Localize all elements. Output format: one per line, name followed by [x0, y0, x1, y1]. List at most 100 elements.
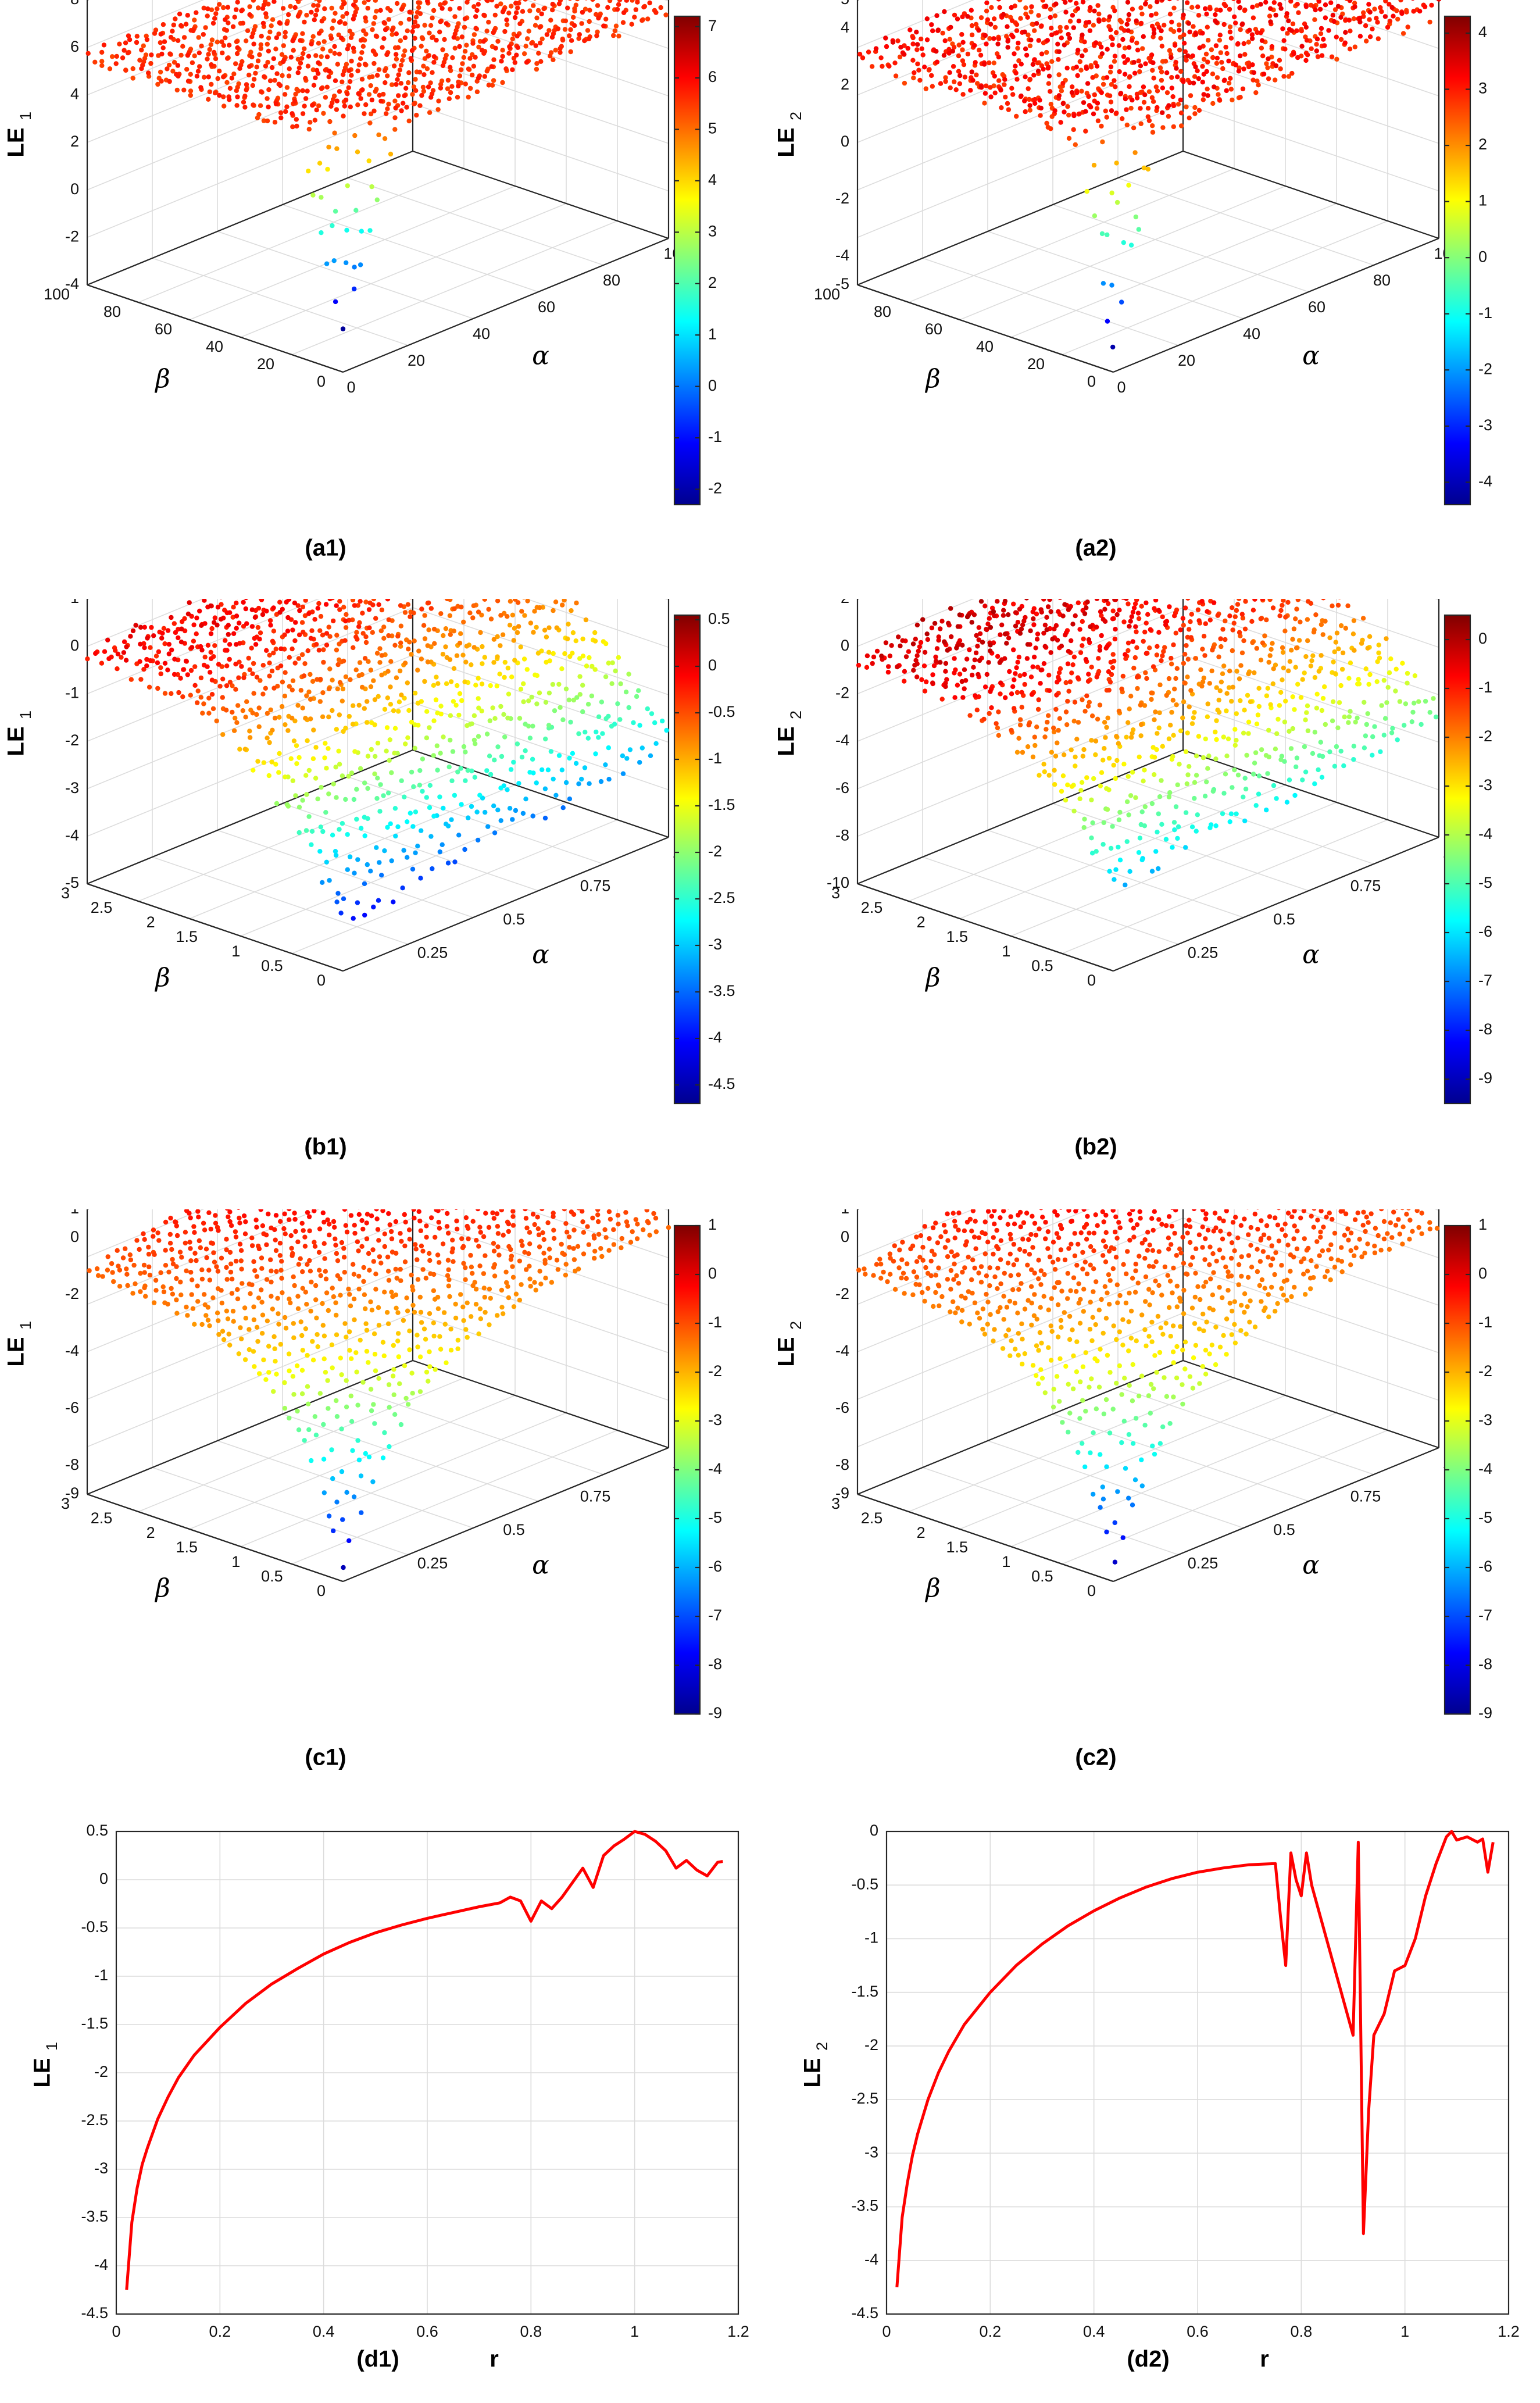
data-point: [570, 751, 575, 756]
data-point: [162, 40, 167, 44]
data-point: [1001, 613, 1006, 617]
data-point: [233, 662, 238, 666]
data-point: [988, 642, 992, 647]
data-point: [234, 40, 239, 44]
data-point: [417, 103, 422, 108]
data-point: [1189, 635, 1194, 640]
data-point: [1229, 699, 1234, 704]
data-point: [303, 599, 308, 603]
data-point: [500, 54, 505, 59]
data-point: [1178, 98, 1183, 102]
data-point: [448, 738, 452, 742]
data-point: [915, 654, 920, 658]
z-tick-label: -2: [65, 731, 79, 749]
data-point: [1175, 666, 1180, 671]
data-point: [1417, 9, 1422, 13]
data-point: [1144, 601, 1148, 605]
data-point: [325, 167, 330, 172]
data-point: [999, 623, 1004, 627]
data-point: [334, 899, 339, 904]
data-point: [438, 611, 443, 616]
data-point: [515, 741, 520, 746]
data-point: [209, 62, 213, 67]
data-point: [382, 848, 387, 853]
data-point: [970, 23, 974, 28]
data-point: [491, 660, 496, 665]
data-point: [1108, 27, 1113, 32]
data-point: [342, 638, 347, 643]
data-point: [259, 46, 263, 51]
data-point: [1413, 673, 1417, 678]
beta-axis-label: β: [924, 365, 940, 394]
data-point: [943, 79, 948, 84]
data-point: [1251, 78, 1256, 83]
data-point: [1042, 661, 1046, 666]
data-point: [448, 90, 453, 95]
data-point: [1159, 28, 1163, 33]
data-point: [1319, 622, 1324, 627]
data-point: [503, 66, 508, 71]
floor-gridline: [152, 258, 408, 345]
data-point: [621, 20, 626, 25]
data-point: [196, 688, 201, 693]
data-point: [1095, 3, 1100, 8]
data-point: [358, 660, 362, 665]
data-point: [199, 44, 203, 48]
data-point: [241, 708, 245, 713]
data-point: [309, 629, 314, 633]
colorbar-tick-label: -3: [708, 936, 722, 953]
data-point: [423, 636, 427, 641]
data-point: [1210, 72, 1215, 76]
data-point: [593, 638, 598, 643]
data-point: [917, 644, 922, 649]
data-point: [131, 76, 135, 80]
data-point: [1181, 699, 1186, 704]
data-point: [1173, 43, 1177, 48]
data-point: [271, 651, 276, 655]
data-point: [356, 91, 361, 96]
data-point: [1127, 624, 1131, 629]
data-point: [924, 86, 928, 91]
data-point: [367, 120, 372, 125]
data-point: [1175, 0, 1180, 1]
data-point: [1011, 647, 1016, 652]
data-point: [406, 647, 410, 651]
data-point: [1309, 663, 1313, 668]
data-point: [1198, 667, 1203, 672]
data-point: [1346, 676, 1351, 681]
data-point: [1152, 606, 1156, 610]
data-point: [311, 727, 316, 732]
data-point: [312, 617, 317, 622]
data-point: [276, 770, 281, 774]
beta-tick-label: 0: [317, 972, 326, 989]
data-point: [1336, 603, 1341, 608]
data-point: [1081, 637, 1086, 641]
data-point: [1082, 40, 1087, 44]
data-point: [609, 681, 614, 686]
data-point: [1048, 7, 1053, 12]
data-point: [864, 665, 869, 670]
data-point: [1273, 13, 1278, 17]
floor-gridline: [1118, 178, 1374, 265]
data-point: [448, 7, 452, 12]
data-point: [1212, 600, 1216, 605]
data-point: [235, 703, 240, 708]
data-point: [513, 60, 517, 65]
data-point: [1013, 64, 1017, 69]
data-point: [1049, 26, 1053, 30]
data-point: [1286, 669, 1291, 673]
data-point: [1094, 40, 1098, 45]
z-axis-label-main: LE: [774, 127, 799, 157]
data-point: [319, 824, 323, 829]
data-point: [306, 54, 311, 59]
data-point: [1144, 0, 1149, 1]
data-point: [468, 86, 473, 91]
data-point: [485, 69, 489, 73]
data-point: [1065, 104, 1070, 109]
data-point: [319, 195, 323, 199]
data-point: [1181, 33, 1186, 37]
data-point: [319, 54, 324, 59]
data-point: [170, 28, 174, 33]
data-point: [378, 782, 383, 787]
data-point: [231, 631, 236, 636]
